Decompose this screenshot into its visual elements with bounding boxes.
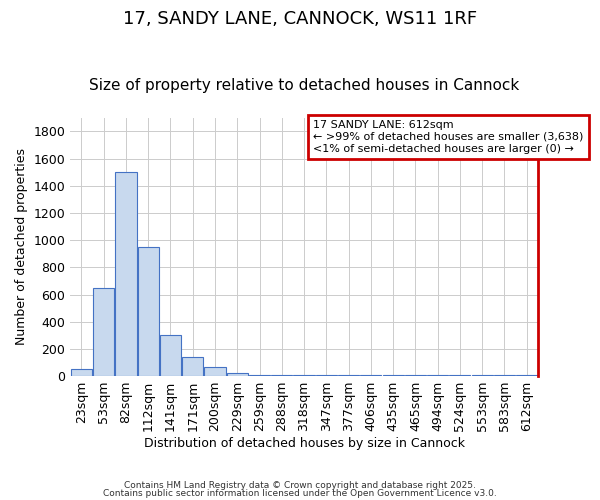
Bar bbox=[115, 172, 137, 376]
X-axis label: Distribution of detached houses by size in Cannock: Distribution of detached houses by size … bbox=[143, 437, 464, 450]
Text: Contains public sector information licensed under the Open Government Licence v3: Contains public sector information licen… bbox=[103, 488, 497, 498]
Text: 17, SANDY LANE, CANNOCK, WS11 1RF: 17, SANDY LANE, CANNOCK, WS11 1RF bbox=[123, 10, 477, 28]
Bar bbox=[71, 370, 92, 376]
Title: Size of property relative to detached houses in Cannock: Size of property relative to detached ho… bbox=[89, 78, 519, 93]
Text: 17 SANDY LANE: 612sqm
← >99% of detached houses are smaller (3,638)
<1% of semi-: 17 SANDY LANE: 612sqm ← >99% of detached… bbox=[313, 120, 584, 154]
Bar bbox=[205, 366, 226, 376]
Bar bbox=[182, 357, 203, 376]
Bar bbox=[137, 247, 159, 376]
Y-axis label: Number of detached properties: Number of detached properties bbox=[15, 148, 28, 346]
Bar bbox=[160, 336, 181, 376]
Text: Contains HM Land Registry data © Crown copyright and database right 2025.: Contains HM Land Registry data © Crown c… bbox=[124, 481, 476, 490]
Bar bbox=[93, 288, 114, 376]
Bar bbox=[227, 372, 248, 376]
